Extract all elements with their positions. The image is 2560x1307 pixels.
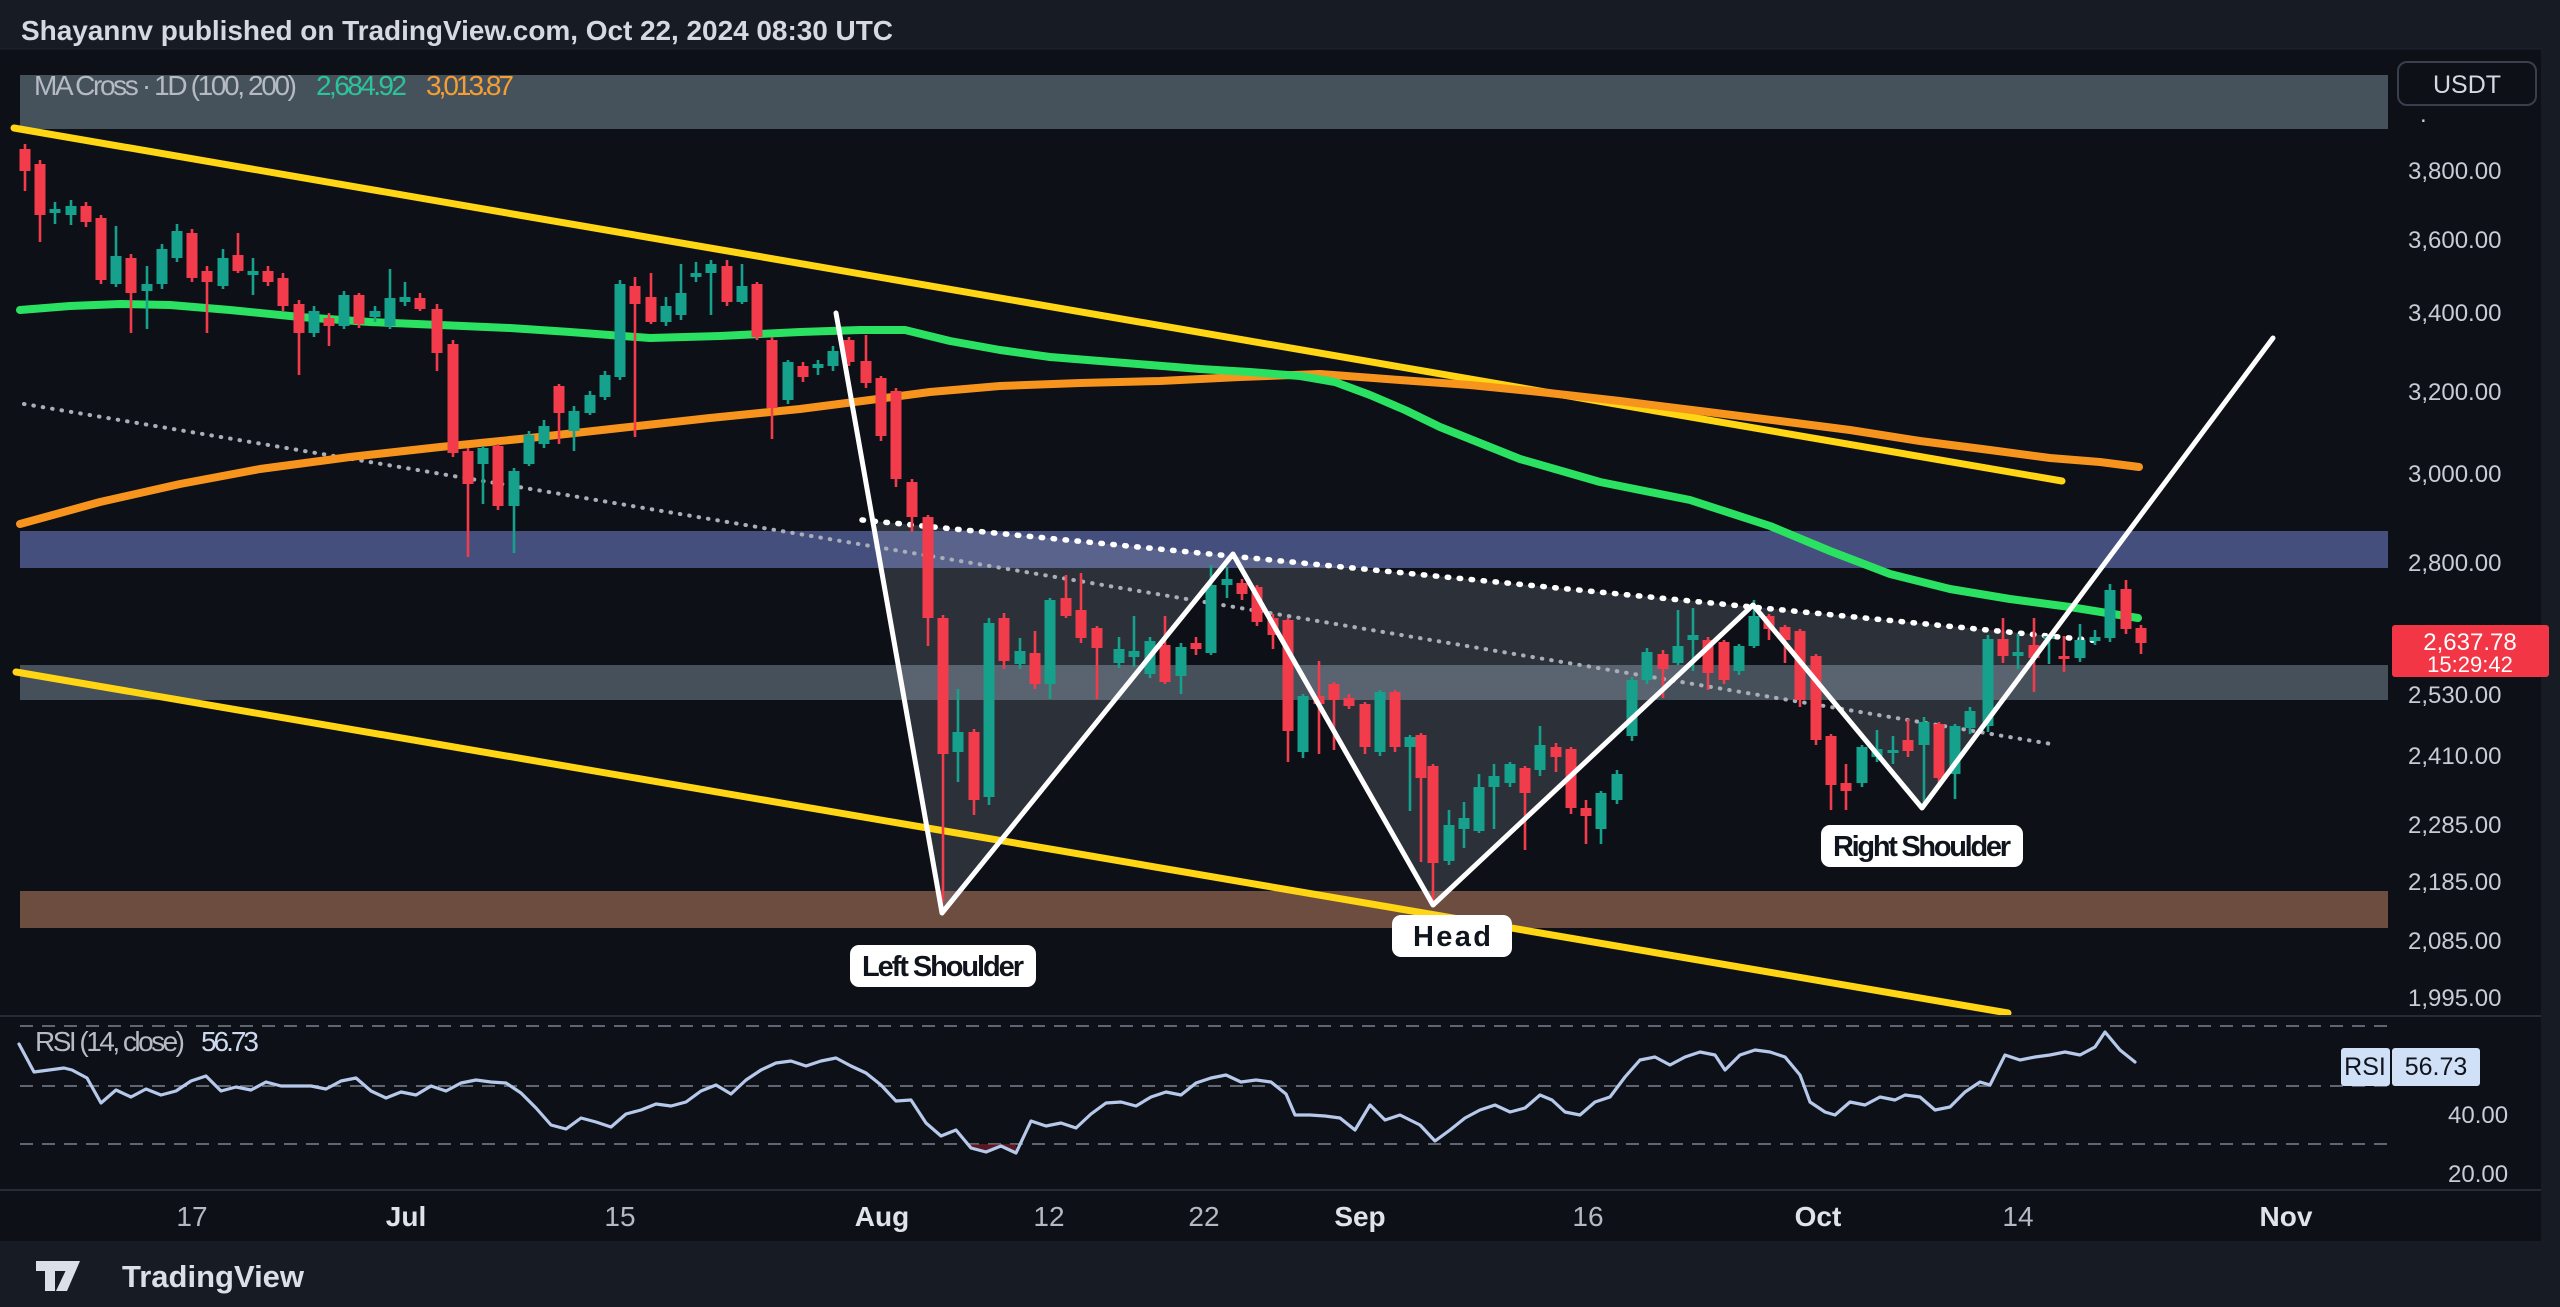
svg-text:Right Shoulder: Right Shoulder (1833, 831, 2011, 863)
svg-text:14: 14 (2002, 1201, 2033, 1232)
svg-text:2,085.00: 2,085.00 (2408, 928, 2501, 955)
svg-text:2,185.00: 2,185.00 (2408, 869, 2501, 896)
svg-text:Head: Head (1413, 921, 1491, 953)
svg-text:USDT: USDT (2433, 71, 2501, 99)
svg-text:15: 15 (604, 1201, 635, 1232)
svg-text:2,410.00: 2,410.00 (2408, 743, 2501, 770)
svg-text:Jul: Jul (386, 1201, 426, 1232)
svg-text:RSI (14, close): RSI (14, close) (35, 1026, 185, 1057)
svg-text:3,800.00: 3,800.00 (2408, 158, 2501, 185)
svg-text:RSI: RSI (2344, 1053, 2386, 1081)
svg-text:Nov: Nov (2260, 1201, 2313, 1232)
svg-text:2,530.00: 2,530.00 (2408, 682, 2501, 709)
svg-text:40.00: 40.00 (2448, 1102, 2508, 1129)
svg-text:56.73: 56.73 (201, 1026, 259, 1057)
svg-text:15:29:42: 15:29:42 (2427, 652, 2513, 677)
svg-text:56.73: 56.73 (2405, 1053, 2468, 1081)
svg-text:Left Shoulder: Left Shoulder (862, 951, 1024, 983)
svg-text:20.00: 20.00 (2448, 1161, 2508, 1188)
svg-text:16: 16 (1572, 1201, 1603, 1232)
svg-text:3,013.87: 3,013.87 (426, 70, 514, 101)
svg-text:Oct: Oct (1795, 1201, 1842, 1232)
svg-text:3,000.00: 3,000.00 (2408, 461, 2501, 488)
svg-text:Sep: Sep (1334, 1201, 1385, 1232)
svg-text:Shayannv published on TradingV: Shayannv published on TradingView.com, O… (21, 15, 893, 46)
svg-text:3,200.00: 3,200.00 (2408, 379, 2501, 406)
svg-text:2,285.00: 2,285.00 (2408, 812, 2501, 839)
svg-text:1,995.00: 1,995.00 (2408, 985, 2501, 1012)
svg-text:2,800.00: 2,800.00 (2408, 550, 2501, 577)
svg-text:2,637.78: 2,637.78 (2423, 629, 2516, 656)
svg-text:22: 22 (1188, 1201, 1219, 1232)
svg-text:3,600.00: 3,600.00 (2408, 227, 2501, 254)
svg-text:MA Cross · 1D (100, 200): MA Cross · 1D (100, 200) (34, 70, 297, 101)
svg-text:12: 12 (1033, 1201, 1064, 1232)
svg-text:2,684.92: 2,684.92 (316, 70, 407, 101)
svg-text:TradingView: TradingView (122, 1259, 305, 1294)
svg-text:Aug: Aug (855, 1201, 909, 1232)
svg-text:17: 17 (176, 1201, 207, 1232)
svg-text:3,400.00: 3,400.00 (2408, 300, 2501, 327)
svg-text:.: . (2420, 101, 2427, 128)
